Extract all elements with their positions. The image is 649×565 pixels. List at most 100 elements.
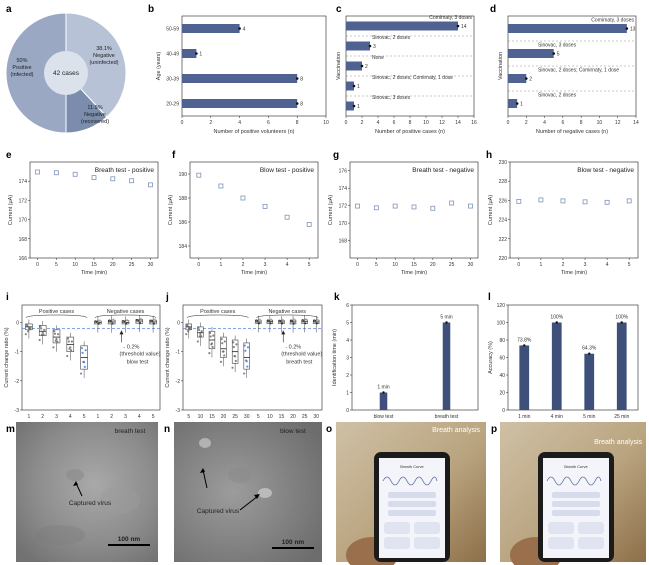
x-axis-label: Time (min) xyxy=(401,270,427,276)
x-tick-label: 16 xyxy=(471,120,477,126)
bar-value-label: 4 xyxy=(243,27,246,33)
data-point xyxy=(196,340,199,343)
bar-value-label: 8 xyxy=(300,102,303,108)
photo-banner: Breath analysis xyxy=(432,427,480,434)
x-tick-label: 0 xyxy=(356,262,359,268)
app-button xyxy=(578,522,604,534)
threshold-label: - 0.2% xyxy=(285,344,301,350)
x-axis-label: Number of positive volunteers (n) xyxy=(213,129,294,135)
bar xyxy=(346,41,370,51)
bar-top-marker xyxy=(620,321,623,324)
category-label: 20-29 xyxy=(166,102,179,108)
x-tick-label: 0 xyxy=(36,262,39,268)
arrow-head xyxy=(73,481,78,486)
bar-value-label: 1 xyxy=(357,84,360,90)
x-tick-label: 0 xyxy=(507,120,510,126)
breath-curve xyxy=(382,476,438,486)
x-tick-label: 25 xyxy=(232,414,238,420)
bar-value-label: 14 xyxy=(461,24,467,30)
data-point xyxy=(69,349,73,352)
chart-title: Breath test - positive xyxy=(95,167,155,174)
data-point xyxy=(218,183,224,189)
data-point xyxy=(197,326,200,329)
test-type-label: blow test xyxy=(127,359,149,365)
x-tick-label: 6 xyxy=(393,120,396,126)
data-point xyxy=(139,317,142,321)
data-point xyxy=(56,340,59,343)
chart-title: Blow test - negative xyxy=(577,167,634,174)
app-button xyxy=(414,537,440,549)
data-point xyxy=(70,340,73,343)
x-tick-label: 0 xyxy=(197,262,200,268)
data-point xyxy=(270,318,273,321)
data-point xyxy=(211,345,214,349)
x-tick-label: 25 xyxy=(302,414,308,420)
app-button xyxy=(578,537,604,549)
data-point xyxy=(468,203,473,209)
data-point xyxy=(266,321,269,325)
data-point xyxy=(98,319,101,322)
breath-curve xyxy=(546,476,602,486)
bar xyxy=(519,345,530,410)
x-tick-label: 5 xyxy=(257,414,260,420)
pie-slice-1 xyxy=(65,12,127,118)
data-point xyxy=(72,171,78,177)
data-point xyxy=(125,322,128,325)
bar-end-marker xyxy=(352,84,356,88)
axes-frame xyxy=(21,304,161,411)
y-axis-label: Vaccination xyxy=(336,52,342,80)
bar-top-marker xyxy=(588,352,591,355)
y-tick-label: 170 xyxy=(19,218,28,224)
chart-title: Blow test - positive xyxy=(260,167,315,174)
panel-o: o Breath Curve Breath analysis xyxy=(326,422,486,565)
x-tick-label: 2 xyxy=(562,262,565,268)
x-tick-label: 14 xyxy=(455,120,461,126)
category-label: 40-49 xyxy=(166,52,179,58)
pie-center-hole xyxy=(44,51,88,95)
svg-text:11.9%: 11.9% xyxy=(87,105,102,111)
x-tick-label: 4 xyxy=(138,414,141,420)
bar xyxy=(346,101,354,111)
data-point xyxy=(135,321,138,324)
bar-value-label: 64.3% xyxy=(582,346,597,352)
y-tick-label: 2 xyxy=(346,373,349,379)
bar xyxy=(346,81,354,91)
data-point xyxy=(148,182,153,188)
data-point xyxy=(79,372,83,375)
y-axis-label: Current (μA) xyxy=(488,195,494,226)
panel-e: e 0 5 10 15 20 25 30 166 168 170 172 174 Time (min) C… xyxy=(6,150,159,276)
x-tick-label: 15 xyxy=(91,262,97,268)
bar-value-label: 3 xyxy=(373,44,376,50)
data-point xyxy=(27,330,30,333)
bar-value-label: 5 xyxy=(557,52,560,58)
category-label: Sinovac, 2 doses xyxy=(538,93,577,99)
data-point xyxy=(212,334,215,337)
panel-k: k 0 1 2 3 4 5 6 1 min blow test 5 min breath test I… xyxy=(332,292,479,420)
y-tick-label: 174 xyxy=(19,179,28,185)
pie-slice-label-uninfected: 38.1% Negative (uninfected) xyxy=(89,46,118,66)
x-tick-label: 4 min xyxy=(551,414,563,420)
bar-value-label: 2 xyxy=(529,77,532,83)
scale-bar-label: 100 nm xyxy=(282,539,305,546)
axes-frame xyxy=(349,161,479,259)
data-point xyxy=(42,333,45,336)
box xyxy=(220,336,227,358)
x-tick-label: 8 xyxy=(580,120,583,126)
category-label: None xyxy=(372,55,384,61)
virus-particle xyxy=(66,469,84,481)
data-point xyxy=(604,199,610,205)
data-point xyxy=(125,319,129,322)
data-point xyxy=(81,351,84,354)
data-point xyxy=(188,327,192,330)
data-point xyxy=(41,331,44,334)
arrow xyxy=(202,469,208,489)
data-point xyxy=(39,325,42,328)
x-tick-label: 25 min xyxy=(614,414,629,420)
panel-label-n: n xyxy=(164,424,170,435)
x-tick-label: 10 xyxy=(72,262,78,268)
x-tick-label: 4 xyxy=(377,120,380,126)
group-label-negative: Negative cases xyxy=(268,309,306,315)
